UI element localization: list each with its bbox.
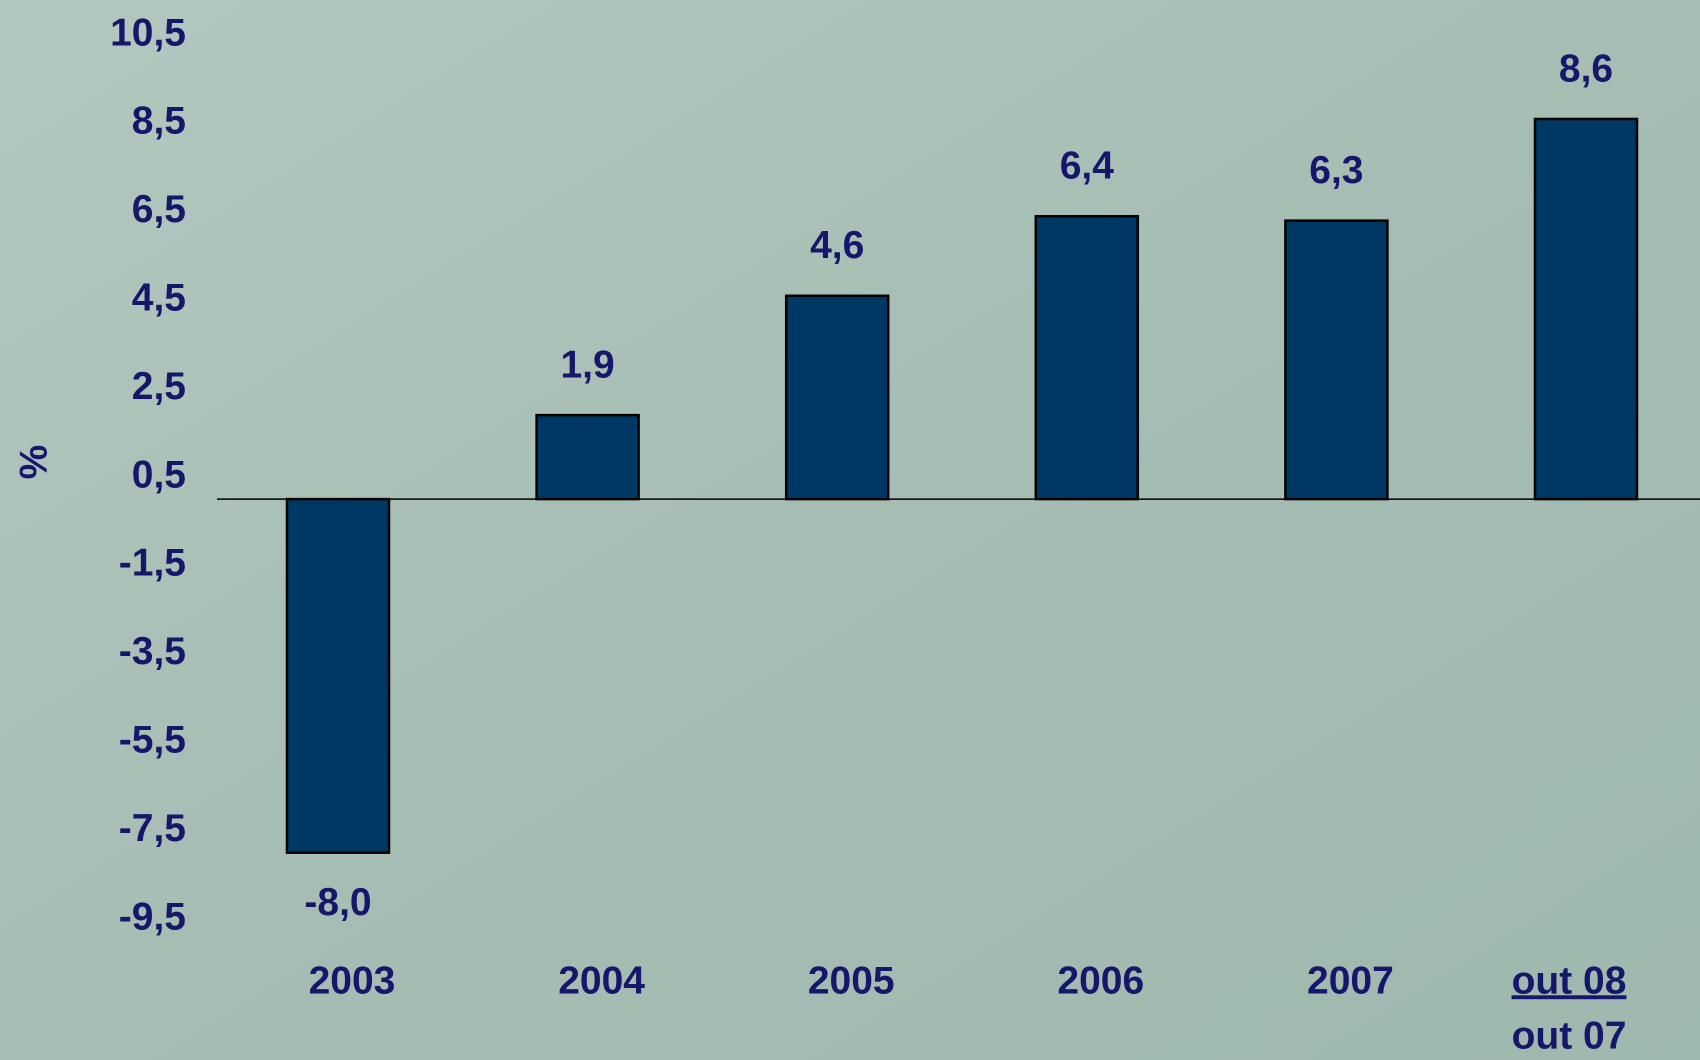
y-tick-label: -3,5	[119, 630, 186, 673]
y-tick-label: 6,5	[132, 188, 186, 231]
y-tick-label: 4,5	[132, 276, 186, 319]
value-label: 6,4	[1060, 145, 1115, 188]
x-tick-label: 2004	[558, 959, 645, 1002]
bar	[285, 497, 391, 854]
x-tick-label: 2007	[1307, 959, 1394, 1002]
y-tick-label: -5,5	[119, 718, 186, 761]
y-axis-label: %	[12, 445, 55, 480]
value-label: -8,0	[304, 881, 371, 924]
bar	[535, 413, 640, 501]
y-tick-label: 0,5	[132, 453, 186, 496]
y-tick-label: 2,5	[132, 365, 186, 408]
bar	[1533, 117, 1639, 501]
y-tick-label: -7,5	[119, 807, 186, 850]
x-tick-label: 2003	[309, 959, 396, 1002]
value-label: 1,9	[560, 343, 614, 386]
value-label: 8,6	[1559, 47, 1613, 90]
x-tick-denominator: out 07	[1512, 1014, 1627, 1057]
value-label: 4,6	[810, 224, 864, 267]
value-label: 6,3	[1309, 149, 1363, 192]
y-tick-label: 10,5	[110, 11, 186, 54]
y-tick-label: -9,5	[119, 895, 186, 938]
x-tick-label: 2006	[1057, 959, 1144, 1002]
bar	[1284, 219, 1389, 501]
x-tick-numerator: out 08	[1512, 959, 1627, 1002]
y-tick-label: -1,5	[119, 542, 186, 585]
bar	[1034, 214, 1140, 501]
y-tick-label: 8,5	[132, 100, 186, 143]
bar	[784, 294, 890, 501]
x-tick-label: 2005	[808, 959, 895, 1002]
